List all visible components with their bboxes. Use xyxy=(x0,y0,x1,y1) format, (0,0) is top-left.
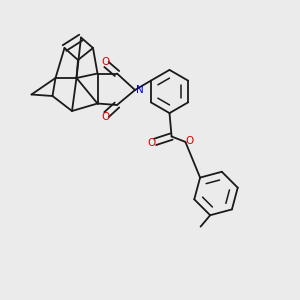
Text: N: N xyxy=(136,85,143,95)
Text: O: O xyxy=(101,112,109,122)
Text: O: O xyxy=(101,57,109,67)
Text: O: O xyxy=(147,137,156,148)
Text: O: O xyxy=(185,136,193,146)
